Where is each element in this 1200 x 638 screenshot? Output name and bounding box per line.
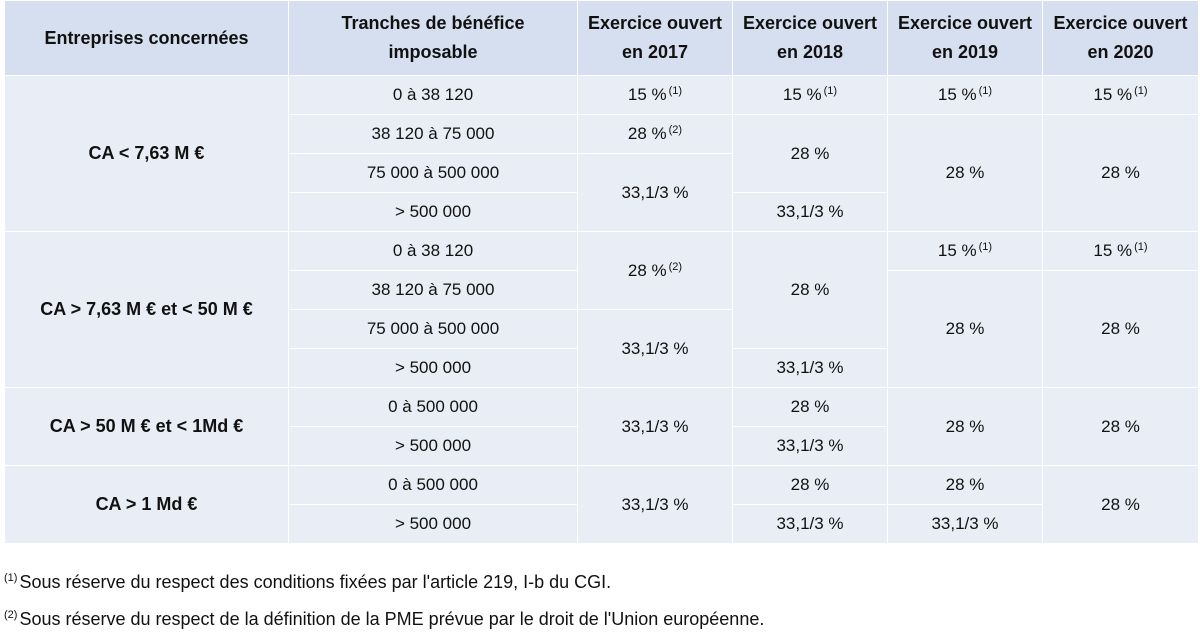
tax-rate-table-container: Entreprises concernées Tranches de bénéf… <box>4 0 1199 544</box>
footnote-text: Sous réserve du respect de la définition… <box>19 609 765 629</box>
footnote-1: (1) Sous réserve du respect des condition… <box>4 562 764 599</box>
footnote-mark: (2) <box>4 609 18 621</box>
rate-cell: 15 % (1) <box>732 75 888 115</box>
footnote-mark: (1) <box>4 572 18 584</box>
table-row: > 500 000 33,1/3 % <box>5 192 1199 232</box>
tranche-cell: > 500 000 <box>288 192 578 232</box>
tranche-cell: 38 120 à 75 000 <box>288 114 578 154</box>
table-row: 75 000 à 500 000 33,1/3 % <box>5 309 1199 388</box>
tranche-cell: > 500 000 <box>288 348 578 388</box>
rate-cell: 28 % <box>887 387 1043 466</box>
header-2017: Exercice ouvert en 2017 <box>577 0 733 76</box>
footnote-2: (2) Sous réserve du respect de la définit… <box>4 599 764 636</box>
rate-cell: 15 % (1) <box>577 75 733 115</box>
rate-cell: 28 % (2) <box>577 114 733 154</box>
rate-cell: 33,1/3 % <box>732 192 888 232</box>
tranche-cell: > 500 000 <box>288 426 578 466</box>
rate-cell: 15 % (1) <box>887 75 1043 115</box>
rate-cell: 28 % <box>732 114 888 193</box>
footnote-ref: (2) <box>668 124 683 136</box>
footnote-ref: (1) <box>978 85 993 97</box>
footnotes: (1) Sous réserve du respect des condition… <box>4 562 764 636</box>
header-2019: Exercice ouvert en 2019 <box>887 0 1043 76</box>
header-2018: Exercice ouvert en 2018 <box>732 0 888 76</box>
table-row: CA > 7,63 M € et < 50 M € 0 à 38 120 28 … <box>4 231 1199 388</box>
header-tranches: Tranches de bénéfice imposable <box>288 0 578 76</box>
tranche-cell: > 500 000 <box>288 504 578 544</box>
rate-cell: 28 % <box>887 270 1043 388</box>
table-row: 38 120 à 75 000 28 % 28 % <box>5 270 1199 388</box>
footnote-ref: (1) <box>978 241 993 253</box>
table-row: CA < 7,63 M € 0 à 38 120 15 % (1) 15 % (1)… <box>4 75 1199 232</box>
tranche-cell: 0 à 500 000 <box>288 465 578 505</box>
footnote-ref: (1) <box>1134 241 1148 253</box>
tranche-cell: 0 à 38 120 <box>288 75 578 115</box>
tranche-cell: 0 à 38 120 <box>288 231 578 271</box>
rate-cell: 28 % <box>1042 114 1199 232</box>
rate-cell: 28 % <box>732 387 888 427</box>
rate-cell: 33,1/3 % <box>577 309 733 388</box>
rate-cell: 33,1/3 % <box>887 504 1043 544</box>
rate-cell: 15 % (1) <box>1042 231 1199 271</box>
rate-cell: 28 % <box>1042 465 1199 544</box>
rate-cell: 33,1/3 % <box>732 348 888 388</box>
tranche-cell: 75 000 à 500 000 <box>288 153 578 193</box>
rate-cell: 33,1/3 % <box>732 426 888 466</box>
table-row: > 500 000 33,1/3 % <box>5 426 1199 466</box>
rate-cell: 28 % <box>887 114 1043 232</box>
rate-cell: 28 % <box>732 231 888 349</box>
table-row: CA > 1 Md € 0 à 500 000 33,1/3 % 28 % 28… <box>4 465 1199 544</box>
footnote-text: Sous réserve du respect des conditions f… <box>19 572 612 592</box>
footnote-ref: (2) <box>668 260 683 273</box>
tax-rate-table: Entreprises concernées Tranches de bénéf… <box>4 0 1199 544</box>
rate-cell: 33,1/3 % <box>577 465 733 544</box>
entreprise-cell: CA > 1 Md € <box>4 465 289 544</box>
rate-cell: 15 % (1) <box>1042 75 1199 115</box>
footnote-ref: (1) <box>668 85 683 97</box>
rate-cell: 28 % <box>1042 387 1199 466</box>
footnote-ref: (1) <box>1134 85 1148 97</box>
footnote-ref: (1) <box>823 85 838 97</box>
rate-cell: 33,1/3 % <box>577 387 733 466</box>
rate-cell: 28 % (2) <box>577 231 733 310</box>
rate-cell: 33,1/3 % <box>732 504 888 544</box>
entreprise-cell: CA > 50 M € et < 1Md € <box>4 387 289 466</box>
table-row: CA > 50 M € et < 1Md € 0 à 500 000 33,1/… <box>4 387 1199 466</box>
table-row: > 500 000 33,1/3 % 33,1/3 % <box>5 504 1199 544</box>
tranche-cell: 0 à 500 000 <box>288 387 578 427</box>
entreprise-cell: CA > 7,63 M € et < 50 M € <box>4 231 289 388</box>
rate-cell: 28 % <box>1042 270 1199 388</box>
tranche-cell: 38 120 à 75 000 <box>288 270 578 310</box>
table-row: 38 120 à 75 000 28 % (2) 28 % 28 % 28 % <box>5 114 1199 232</box>
header-entreprises: Entreprises concernées <box>4 0 289 76</box>
rate-cell: 33,1/3 % <box>577 153 733 232</box>
header-row: Entreprises concernées Tranches de bénéf… <box>4 0 1199 76</box>
entreprise-cell: CA < 7,63 M € <box>4 75 289 232</box>
rate-cell: 28 % <box>732 465 888 505</box>
header-2020: Exercice ouvert en 2020 <box>1042 0 1199 76</box>
rate-cell: 28 % <box>887 465 1043 505</box>
tranche-cell: 75 000 à 500 000 <box>288 309 578 349</box>
rate-cell: 15 % (1) <box>887 231 1043 271</box>
